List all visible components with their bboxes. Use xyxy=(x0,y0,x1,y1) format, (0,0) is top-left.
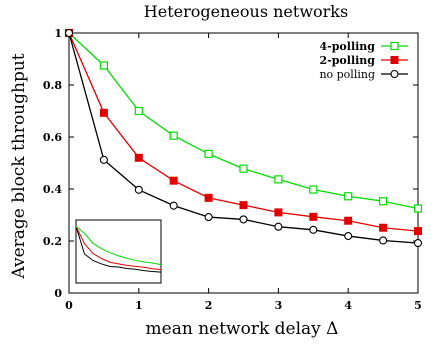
inset-chart xyxy=(75,219,162,284)
axis-ticks: 0 1 2 3 4 5 0 0.2 0.4 0.6 0.8 1 xyxy=(43,27,422,312)
y-tick-label: 0.4 xyxy=(43,183,62,196)
x-axis-label: mean network delay Δ xyxy=(146,319,339,339)
point-no-polling xyxy=(390,69,399,79)
y-tick-label: 0.6 xyxy=(43,131,62,144)
y-tick-label: 0.8 xyxy=(43,79,62,92)
point-4-polling xyxy=(99,61,109,70)
point-2-polling xyxy=(379,223,388,232)
y-tick-label: 0.2 xyxy=(43,235,62,248)
x-tick-label: 4 xyxy=(344,299,352,312)
point-4-polling xyxy=(413,204,423,213)
point-no-polling xyxy=(204,213,213,222)
point-no-polling xyxy=(274,222,283,231)
point-4-polling xyxy=(379,197,388,206)
point-4-polling xyxy=(239,164,248,173)
point-2-polling xyxy=(274,208,283,217)
y-axis-label: Average block throughput xyxy=(9,53,29,279)
x-tick-label: 2 xyxy=(205,299,213,312)
point-no-polling xyxy=(64,28,74,38)
inset-line xyxy=(75,226,162,273)
point-no-polling xyxy=(344,232,353,241)
x-tick-label: 5 xyxy=(414,299,422,312)
point-2-polling xyxy=(204,193,213,202)
y-tick-label: 1 xyxy=(54,27,62,40)
point-4-polling xyxy=(390,41,399,51)
legend-label: 2-polling xyxy=(320,54,376,67)
point-2-polling xyxy=(414,227,422,236)
point-2-polling xyxy=(344,216,353,225)
point-2-polling xyxy=(239,201,248,210)
point-4-polling xyxy=(309,185,318,194)
chart-title: Heterogeneous networks xyxy=(144,2,348,21)
point-4-polling xyxy=(134,106,143,116)
point-2-polling xyxy=(390,56,399,64)
point-2-polling xyxy=(99,108,108,117)
x-tick-label: 1 xyxy=(135,299,143,312)
inset-line xyxy=(75,225,162,266)
legend-label: 4-polling xyxy=(320,40,376,53)
point-no-polling xyxy=(99,155,108,164)
point-4-polling xyxy=(169,131,178,140)
inset-line xyxy=(75,226,162,271)
point-4-polling xyxy=(274,175,283,184)
x-tick-label: 3 xyxy=(275,299,283,312)
point-no-polling xyxy=(134,185,143,194)
plot-frame xyxy=(68,32,419,294)
point-no-polling xyxy=(309,225,318,234)
point-4-polling xyxy=(344,192,353,201)
point-2-polling xyxy=(309,212,318,221)
legend-label: no polling xyxy=(319,68,375,81)
y-tick-label: 0 xyxy=(54,287,62,300)
point-4-polling xyxy=(204,149,213,158)
point-2-polling xyxy=(169,176,178,185)
point-no-polling xyxy=(379,236,388,245)
inset-frame xyxy=(75,219,162,284)
point-no-polling xyxy=(413,239,423,248)
point-2-polling xyxy=(134,153,143,162)
point-no-polling xyxy=(169,201,178,210)
x-tick-label: 0 xyxy=(65,299,73,312)
series-markers xyxy=(64,28,423,248)
point-no-polling xyxy=(239,215,248,224)
